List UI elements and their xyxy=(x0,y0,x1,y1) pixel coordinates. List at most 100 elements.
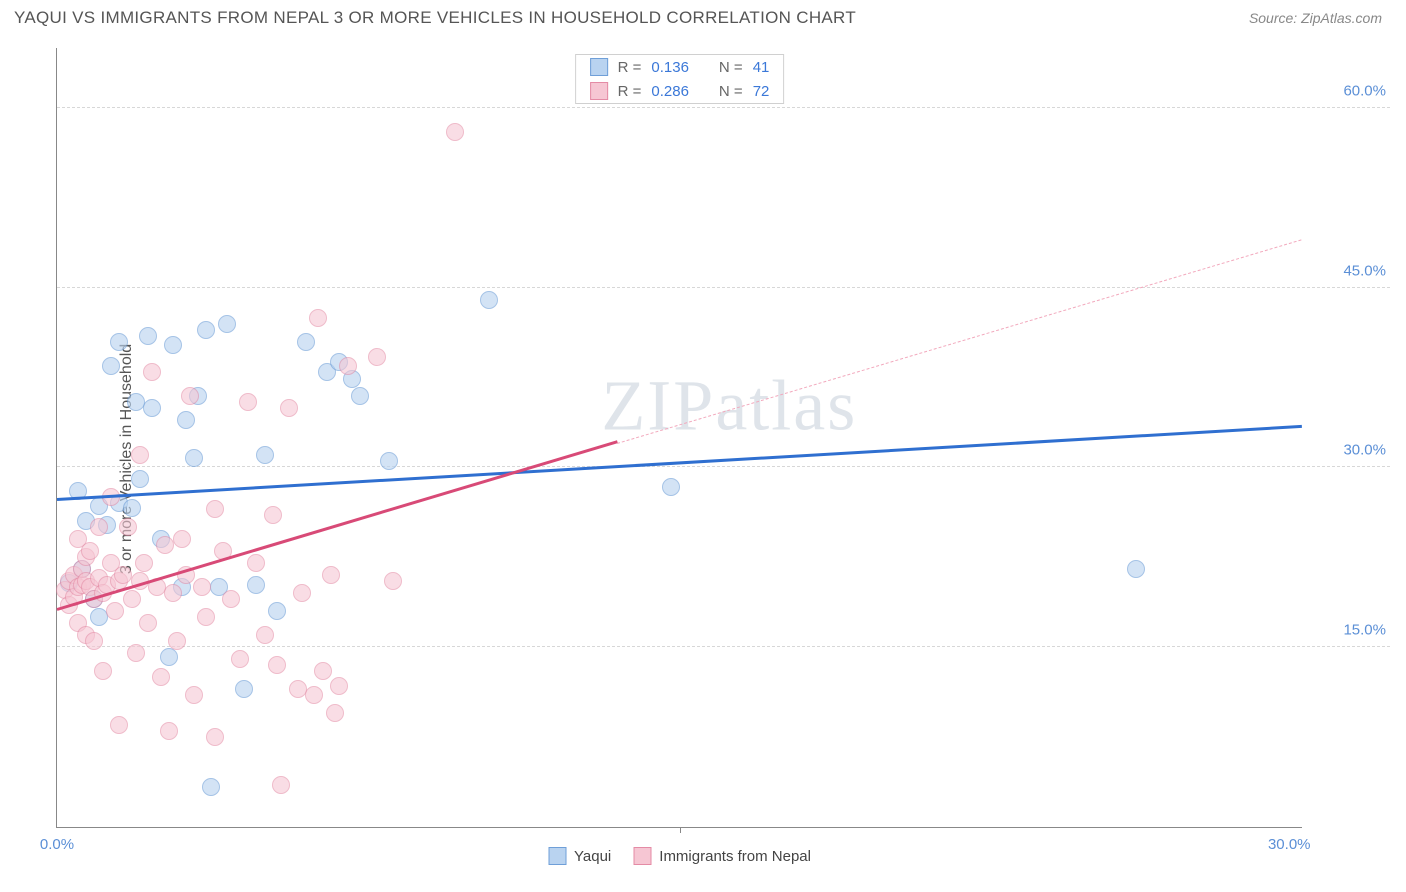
data-point xyxy=(164,336,182,354)
data-point xyxy=(119,518,137,536)
data-point xyxy=(1127,560,1145,578)
data-point xyxy=(123,590,141,608)
data-point xyxy=(309,309,327,327)
legend-n-value: 41 xyxy=(753,59,770,76)
data-point xyxy=(206,728,224,746)
data-point xyxy=(206,500,224,518)
data-point xyxy=(280,399,298,417)
data-point xyxy=(197,321,215,339)
data-point xyxy=(181,387,199,405)
data-point xyxy=(173,530,191,548)
legend-swatch-nepal xyxy=(633,847,651,865)
legend-swatch-nepal xyxy=(590,82,608,100)
data-point xyxy=(168,632,186,650)
data-point xyxy=(110,716,128,734)
data-point xyxy=(322,566,340,584)
data-point xyxy=(94,662,112,680)
data-point xyxy=(446,123,464,141)
data-point xyxy=(289,680,307,698)
data-point xyxy=(235,680,253,698)
x-tick-mark xyxy=(680,827,681,833)
data-point xyxy=(231,650,249,668)
source-label: Source: ZipAtlas.com xyxy=(1249,10,1382,26)
data-point xyxy=(268,602,286,620)
legend-stats-row: R = 0.136 N = 41 xyxy=(576,55,784,79)
data-point xyxy=(185,686,203,704)
data-point xyxy=(218,315,236,333)
legend-n-label: N = xyxy=(719,59,743,76)
data-point xyxy=(330,677,348,695)
data-point xyxy=(160,722,178,740)
legend-r-value: 0.136 xyxy=(651,59,689,76)
data-point xyxy=(197,608,215,626)
data-point xyxy=(114,566,132,584)
data-point xyxy=(131,446,149,464)
data-point xyxy=(193,578,211,596)
data-point xyxy=(152,668,170,686)
data-point xyxy=(384,572,402,590)
chart-container: 3 or more Vehicles in Household ZIPatlas… xyxy=(14,44,1392,874)
data-point xyxy=(106,602,124,620)
x-tick-label: 0.0% xyxy=(40,836,74,853)
legend-r-value: 0.286 xyxy=(651,83,689,100)
y-tick-label: 15.0% xyxy=(1343,622,1386,639)
data-point xyxy=(293,584,311,602)
legend-r-label: R = xyxy=(618,83,642,100)
data-point xyxy=(202,778,220,796)
gridline xyxy=(57,107,1390,108)
legend-n-label: N = xyxy=(719,83,743,100)
data-point xyxy=(177,411,195,429)
legend-item-yaqui: Yaqui xyxy=(548,847,611,865)
data-point xyxy=(110,333,128,351)
data-point xyxy=(247,576,265,594)
y-tick-label: 60.0% xyxy=(1343,82,1386,99)
chart-title: YAQUI VS IMMIGRANTS FROM NEPAL 3 OR MORE… xyxy=(14,8,856,28)
data-point xyxy=(268,656,286,674)
data-point xyxy=(368,348,386,366)
data-point xyxy=(81,542,99,560)
legend-label: Yaqui xyxy=(574,848,611,865)
legend-series: Yaqui Immigrants from Nepal xyxy=(548,847,811,865)
data-point xyxy=(131,470,149,488)
legend-swatch-yaqui xyxy=(548,847,566,865)
legend-n-value: 72 xyxy=(753,83,770,100)
data-point xyxy=(264,506,282,524)
data-point xyxy=(272,776,290,794)
data-point xyxy=(222,590,240,608)
data-point xyxy=(662,478,680,496)
data-point xyxy=(339,357,357,375)
data-point xyxy=(380,452,398,470)
legend-swatch-yaqui xyxy=(590,58,608,76)
y-tick-label: 30.0% xyxy=(1343,442,1386,459)
y-tick-label: 45.0% xyxy=(1343,262,1386,279)
gridline xyxy=(57,646,1390,647)
data-point xyxy=(90,608,108,626)
data-point xyxy=(139,614,157,632)
data-point xyxy=(480,291,498,309)
legend-r-label: R = xyxy=(618,59,642,76)
gridline xyxy=(57,287,1390,288)
data-point xyxy=(185,449,203,467)
data-point xyxy=(139,327,157,345)
data-point xyxy=(256,626,274,644)
gridline xyxy=(57,466,1390,467)
legend-label: Immigrants from Nepal xyxy=(659,848,811,865)
x-tick-label: 30.0% xyxy=(1268,836,1311,853)
data-point xyxy=(239,393,257,411)
trend-line xyxy=(617,239,1302,444)
data-point xyxy=(160,648,178,666)
data-point xyxy=(351,387,369,405)
data-point xyxy=(102,357,120,375)
legend-item-nepal: Immigrants from Nepal xyxy=(633,847,811,865)
legend-stats: R = 0.136 N = 41 R = 0.286 N = 72 xyxy=(575,54,785,104)
data-point xyxy=(314,662,332,680)
legend-stats-row: R = 0.286 N = 72 xyxy=(576,79,784,103)
data-point xyxy=(143,363,161,381)
data-point xyxy=(156,536,174,554)
data-point xyxy=(256,446,274,464)
plot-area: ZIPatlas R = 0.136 N = 41 R = 0.286 N = … xyxy=(56,48,1302,828)
data-point xyxy=(297,333,315,351)
data-point xyxy=(135,554,153,572)
data-point xyxy=(85,632,103,650)
data-point xyxy=(164,584,182,602)
